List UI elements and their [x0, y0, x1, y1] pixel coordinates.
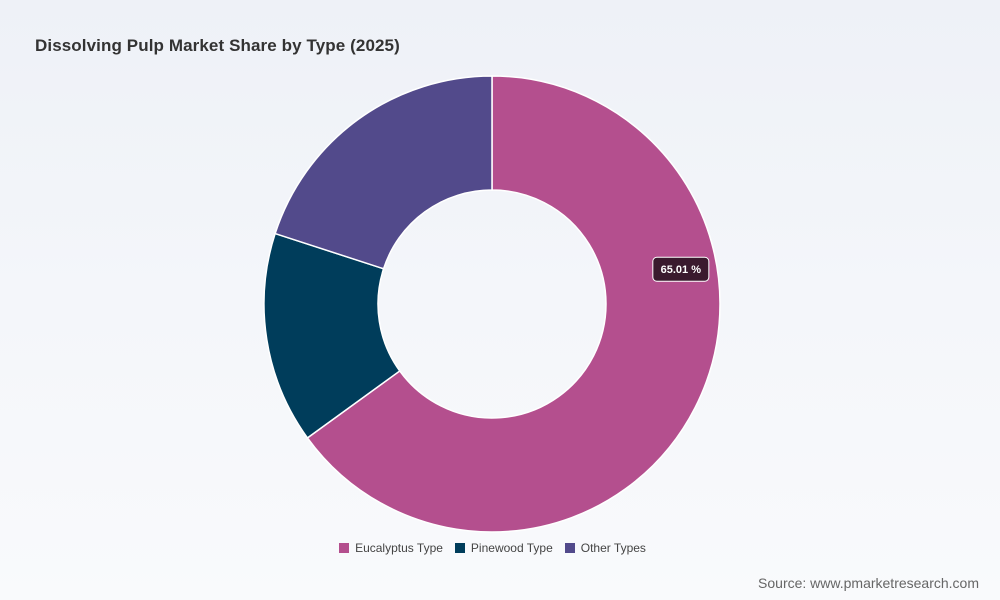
slice-eucalyptus-type[interactable] [306, 75, 721, 533]
legend-label: Other Types [580, 541, 646, 555]
slice-tooltip: 65.01 % [652, 256, 710, 282]
tooltip-label: 65.01 % [661, 264, 702, 276]
legend-swatch [339, 543, 350, 553]
chart-legend: Eucalyptus Type Pinewood Type Other Types [0, 541, 985, 555]
legend-swatch [454, 543, 465, 553]
legend-item-other-types[interactable]: Other Types [564, 541, 646, 555]
legend-item-pinewood-type[interactable]: Pinewood Type [454, 541, 553, 555]
legend-swatch [564, 543, 575, 553]
legend-item-eucalyptus-type[interactable]: Eucalyptus Type [339, 541, 443, 555]
legend-label: Eucalyptus Type [355, 541, 443, 555]
slice-pinewood-type[interactable] [263, 232, 401, 439]
legend-label: Pinewood Type [470, 541, 553, 555]
tooltip-box [652, 256, 710, 282]
source-note: Source: www.pmarketresearch.com [758, 575, 979, 591]
slice-other-types[interactable] [274, 75, 493, 270]
chart-title: Dissolving Pulp Market Share by Type (20… [35, 36, 400, 55]
